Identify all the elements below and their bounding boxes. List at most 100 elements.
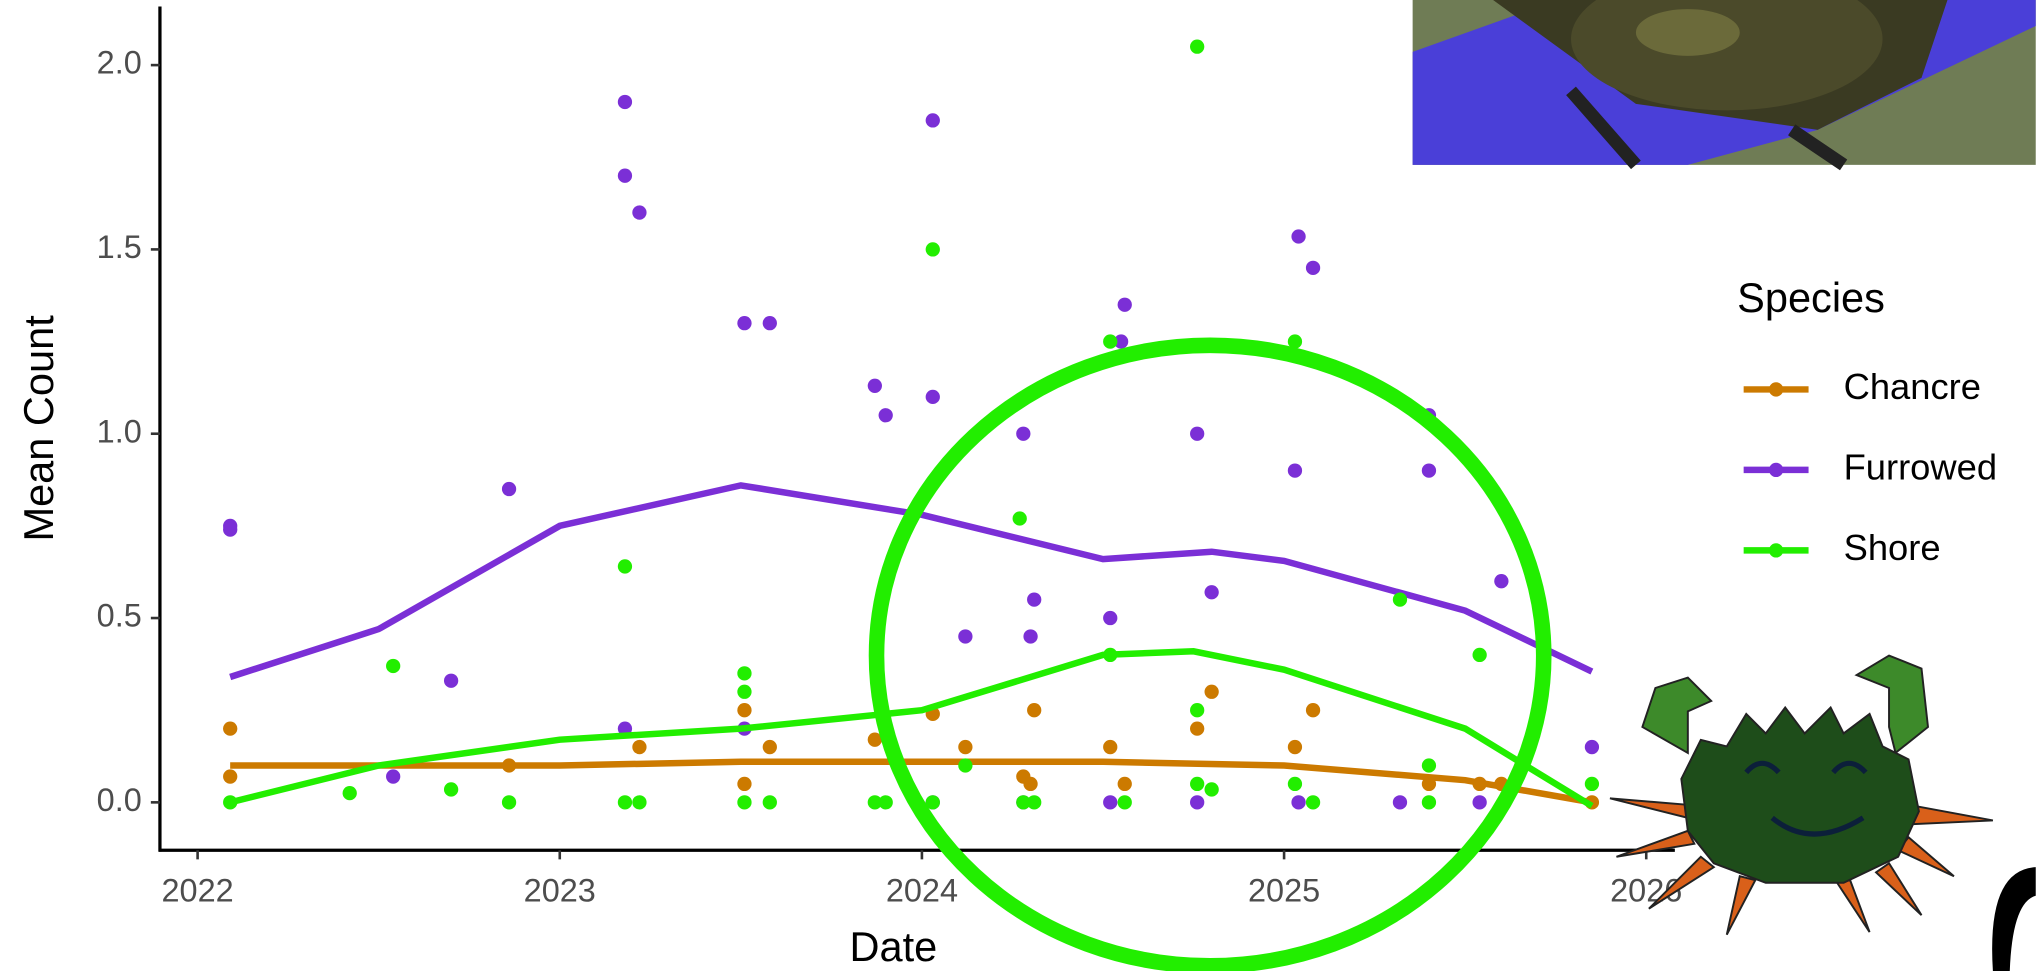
data-point [1287, 334, 1303, 349]
data-point [867, 795, 882, 810]
data-point [342, 785, 357, 801]
data-point [632, 205, 647, 220]
data-point [867, 378, 882, 393]
data-point [762, 316, 777, 331]
data-point [958, 629, 973, 644]
data-point [1023, 776, 1038, 792]
data-point [501, 758, 517, 773]
data-point [1472, 776, 1487, 792]
x-tick-label: 2025 [1248, 873, 1320, 909]
data-point [1103, 610, 1118, 626]
data-point [617, 559, 633, 574]
data-point [1291, 795, 1306, 810]
y-tick-label: 0.0 [97, 782, 142, 818]
data-point [443, 673, 459, 688]
data-point [1584, 776, 1600, 792]
data-point [762, 739, 777, 755]
data-point [1027, 703, 1042, 718]
crab-cartoon [1609, 654, 1994, 936]
legend: Chancre Furrowed Shore [1743, 366, 1997, 568]
data-point [1494, 574, 1509, 589]
data-point [1190, 426, 1205, 441]
data-point [1117, 795, 1132, 810]
data-point [223, 522, 238, 537]
data-point [958, 758, 973, 773]
trend-line [229, 482, 1594, 681]
data-point [878, 795, 893, 810]
x-tick-label: 2022 [162, 873, 234, 909]
data-point [1421, 795, 1437, 810]
data-point [878, 408, 893, 423]
data-point [925, 795, 940, 810]
data-point [1421, 776, 1437, 792]
y-tick-label: 1.5 [97, 229, 142, 265]
data-point [1113, 334, 1129, 349]
y-tick-label: 2.0 [97, 45, 142, 81]
data-point [1305, 260, 1321, 275]
data-point [1204, 782, 1219, 797]
data-point [1190, 703, 1205, 718]
data-point [1421, 463, 1437, 478]
data-point [1016, 795, 1031, 810]
data-point [925, 242, 940, 257]
legend-dot [1768, 543, 1784, 558]
data-point [1305, 795, 1321, 810]
crab-photo [1412, 0, 2036, 171]
data-point [1392, 795, 1408, 810]
data-point [1287, 463, 1303, 478]
data-point [737, 776, 752, 792]
legend-label: Furrowed [1844, 447, 1997, 488]
data-point [958, 739, 973, 755]
y-axis-title: Mean Count [15, 315, 62, 542]
trend-line [229, 648, 1594, 809]
data-point [1291, 229, 1306, 244]
data-point [1204, 684, 1219, 699]
x-tick-label: 2023 [524, 873, 596, 909]
data-point [1392, 592, 1408, 607]
legend-title: Species [1737, 274, 1885, 321]
data-point [1472, 795, 1487, 810]
data-point [617, 721, 633, 736]
data-point [617, 795, 633, 810]
data-point [1117, 297, 1132, 312]
data-point [1117, 776, 1132, 792]
data-point [1103, 739, 1118, 755]
x-tick-label: 2024 [886, 873, 958, 909]
data-point [386, 769, 401, 784]
data-point [1190, 795, 1205, 810]
legend-label: Chancre [1844, 366, 1981, 407]
data-point [1190, 39, 1205, 54]
data-point [632, 795, 647, 810]
data-point [1190, 776, 1205, 792]
data-point [867, 732, 882, 747]
data-point [632, 739, 647, 755]
trend-line [230, 758, 1593, 806]
legend-label: Shore [1844, 527, 1941, 568]
data-point [1421, 758, 1437, 773]
data-point [737, 666, 752, 681]
data-point [1204, 585, 1219, 600]
legend-dot [1768, 382, 1784, 397]
x-axis-title: Date [850, 923, 938, 970]
y-tick-label: 1.0 [97, 413, 142, 449]
data-point [443, 782, 459, 797]
data-point [223, 721, 238, 736]
data-point [1012, 511, 1027, 526]
data-point [737, 316, 752, 331]
data-point [1103, 647, 1118, 663]
data-point [1027, 592, 1042, 607]
data-point [386, 658, 401, 674]
data-point [925, 389, 940, 405]
data-point [1190, 721, 1205, 736]
data-point [1103, 795, 1118, 810]
corner-figure [1992, 867, 2036, 971]
data-point [223, 795, 238, 810]
data-point [1287, 739, 1303, 755]
data-point [737, 703, 752, 718]
data-point [737, 795, 752, 810]
data-point [501, 795, 517, 810]
y-tick-label: 0.5 [97, 598, 142, 634]
